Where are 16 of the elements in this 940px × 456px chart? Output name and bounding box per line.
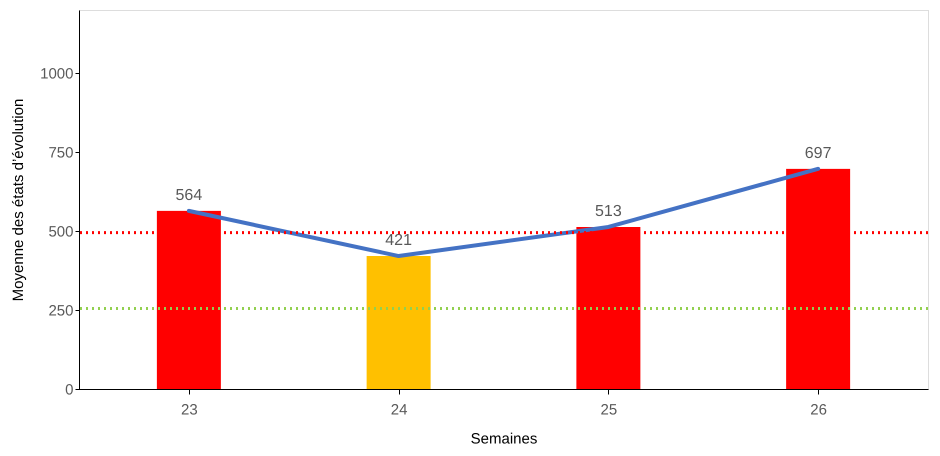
- data-label: 421: [385, 232, 412, 250]
- bar: [366, 256, 431, 389]
- y-axis-title: Moyenne des états d’évolution: [10, 98, 28, 302]
- x-axis-title: Semaines: [470, 430, 538, 448]
- y-tick-label: 1000: [40, 66, 74, 83]
- data-label: 564: [176, 186, 202, 204]
- x-tick-label: 26: [810, 402, 827, 418]
- y-tick-label: 750: [48, 144, 74, 162]
- x-tick-label: 24: [390, 402, 408, 418]
- x-tick-label: 23: [181, 402, 198, 418]
- y-tick-label: 500: [48, 224, 74, 241]
- y-tick-label: 0: [65, 382, 74, 398]
- x-tick-label: 25: [600, 402, 618, 418]
- data-label: 697: [804, 144, 832, 162]
- data-label: 513: [595, 202, 622, 220]
- y-tick-label: 250: [48, 302, 74, 320]
